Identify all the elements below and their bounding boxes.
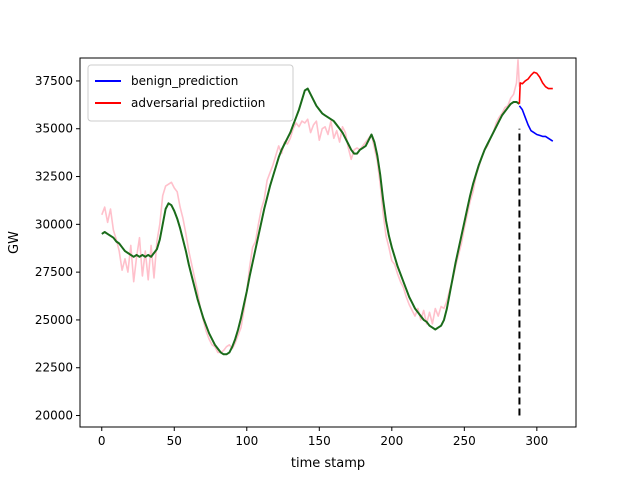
series-line-2 [101,87,520,356]
x-tick-label: 150 [308,434,331,448]
y-tick-label: 35000 [35,122,73,136]
axes: 0 50 100 150 200 250 300 20000 22500 25000 27500 30… [35,57,577,448]
x-tick-label: 250 [453,434,476,448]
legend: benign_prediction adversarial predictiion [87,64,294,122]
y-tick-label: 30000 [35,217,73,231]
x-tick-label: 200 [380,434,403,448]
x-tick-label: 0 [98,434,106,448]
plot-lines [101,59,554,416]
y-tick-label: 22500 [35,361,73,375]
x-tick-label: 100 [235,434,258,448]
series-line-3 [518,105,554,142]
y-tick-label: 27500 [35,265,73,279]
x-tick-label: 300 [525,434,548,448]
legend-label: adversarial predictiion [131,96,265,110]
y-tick-label: 20000 [35,409,73,423]
y-tick-label: 37500 [35,74,73,88]
x-tick-label: 50 [167,434,182,448]
y-tick-label: 25000 [35,313,73,327]
y-tick-label: 32500 [35,170,73,184]
series-line-4 [518,71,553,104]
y-axis-label: GW [7,231,22,254]
plot-frame [79,57,577,428]
x-axis-label: time stamp [291,456,365,471]
legend-box [87,64,294,122]
legend-label: benign_prediction [131,74,238,88]
